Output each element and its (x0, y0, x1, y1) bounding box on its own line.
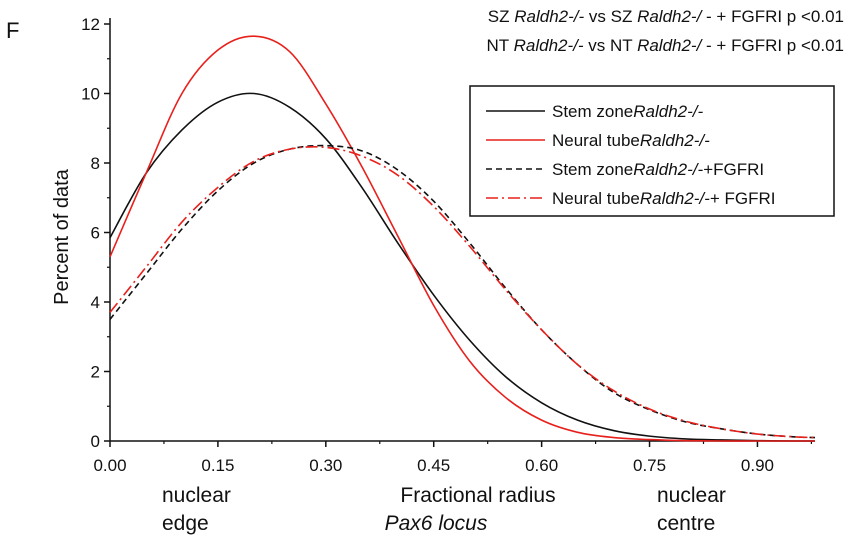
x-axis-sublabel: Pax6 locus (385, 512, 488, 535)
x-tick-label: 0.15 (201, 456, 234, 475)
legend-label-2: Neural tubeRaldh2-/- (552, 131, 710, 150)
y-tick-label: 6 (91, 224, 100, 243)
y-tick-label: 2 (91, 363, 100, 382)
y-tick-label: 12 (81, 15, 100, 34)
y-tick-label: 4 (91, 293, 100, 312)
series-line-2 (109, 35, 815, 442)
series-line-1 (109, 92, 816, 442)
y-tick-label: 0 (91, 432, 100, 451)
legend: Stem zoneRaldh2-/- Neural tubeRaldh2-/- St… (469, 85, 835, 217)
x-tick-label: 0.60 (525, 456, 558, 475)
annotation-nuclear-centre-1: nuclear (657, 484, 726, 507)
stat-line-1: SZ Raldh2-/- vs SZ Raldh2-/ - + FGFRI p … (488, 7, 844, 26)
annotation-nuclear-centre-2: centre (657, 512, 715, 535)
y-tick-label: 8 (91, 154, 100, 173)
annotation-nuclear-edge-2: edge (162, 512, 209, 535)
x-axis-label: Fractional radius (400, 484, 555, 507)
annotation-nuclear-edge-1: nuclear (162, 484, 231, 507)
legend-label-3: Stem zoneRaldh2-/-+FGFRI (552, 160, 764, 179)
legend-label-1: Stem zoneRaldh2-/- (552, 102, 704, 121)
x-tick-label: 0.30 (309, 456, 342, 475)
legend-items: Stem zoneRaldh2-/- Neural tubeRaldh2-/- St… (486, 102, 775, 208)
x-tick-label: 0.00 (93, 456, 126, 475)
x-tick-label: 0.45 (417, 456, 450, 475)
stat-line-2: NT Raldh2-/- vs NT Raldh2-/ - + FGFRI p … (487, 36, 844, 55)
axes: 0 2 4 6 8 10 12 0.00 0.15 0.30 0.45 0.60 0.75 0.90 (81, 15, 815, 475)
series-layer (109, 35, 816, 442)
y-tick-label: 10 (81, 85, 100, 104)
x-tick-label: 0.75 (633, 456, 666, 475)
legend-box (469, 85, 835, 217)
panel-label: F (6, 18, 19, 43)
legend-label-4: Neural tubeRaldh2-/-+ FGFRI (552, 189, 775, 208)
y-axis-label: Percent of data (51, 168, 73, 305)
series-line-4 (109, 145, 816, 439)
x-tick-label: 0.90 (741, 456, 774, 475)
